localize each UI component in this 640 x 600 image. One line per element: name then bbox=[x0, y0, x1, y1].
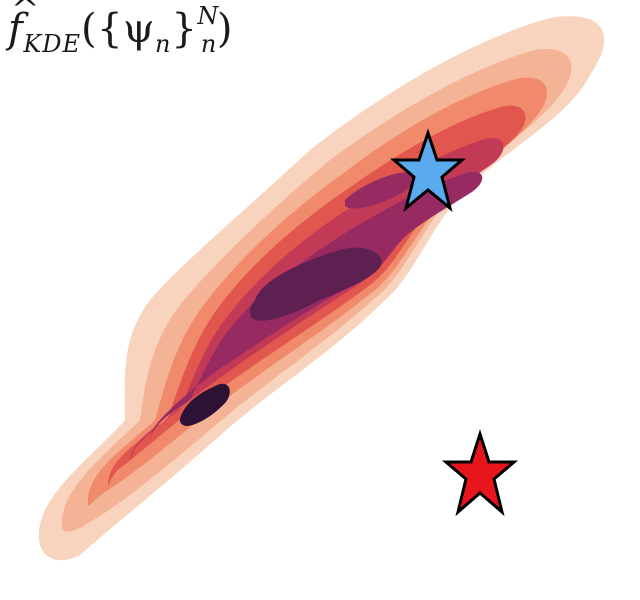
density-level-8 bbox=[179, 383, 230, 426]
density-label: ^ fKDE({ψn}Nn) bbox=[8, 0, 233, 58]
blue-star-marker bbox=[389, 128, 467, 213]
density-level-7 bbox=[249, 247, 382, 321]
density-upper-cluster bbox=[345, 171, 415, 209]
red-star-marker bbox=[441, 429, 519, 517]
density-level-6 bbox=[149, 171, 483, 442]
density-contours bbox=[38, 16, 605, 561]
f-hat: ^ f bbox=[8, 0, 40, 52]
